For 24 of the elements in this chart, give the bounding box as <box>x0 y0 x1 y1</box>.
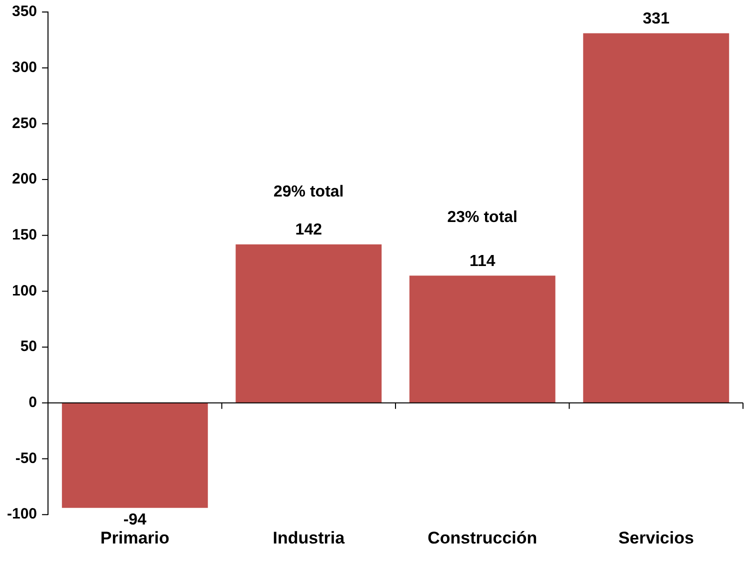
annotation: 29% total <box>274 184 344 201</box>
y-tick-label: 150 <box>12 226 38 244</box>
bar <box>236 244 382 403</box>
x-tick-label: Construcción <box>428 528 538 548</box>
y-tick-label: -50 <box>15 450 38 467</box>
data-label: 114 <box>469 252 496 270</box>
y-tick-label: 200 <box>12 170 38 188</box>
bar <box>62 402 208 508</box>
y-tick-label: 0 <box>28 394 38 412</box>
y-tick-label: 250 <box>12 114 38 132</box>
y-tick-label: 100 <box>12 282 38 300</box>
bar <box>583 33 730 403</box>
x-tick-label: Primario <box>100 528 170 548</box>
y-tick-label: 50 <box>20 338 38 356</box>
annotation: 23% total <box>447 208 518 226</box>
x-tick-label: Servicios <box>618 528 694 548</box>
data-label: 142 <box>295 222 322 239</box>
data-label: 331 <box>642 10 670 28</box>
data-label: -94 <box>123 511 147 528</box>
bar <box>409 276 556 403</box>
y-tick-label: -100 <box>6 506 38 523</box>
x-tick-label: Industria <box>272 528 346 548</box>
y-tick-label: 300 <box>12 58 38 76</box>
y-tick-label: 350 <box>12 3 38 20</box>
